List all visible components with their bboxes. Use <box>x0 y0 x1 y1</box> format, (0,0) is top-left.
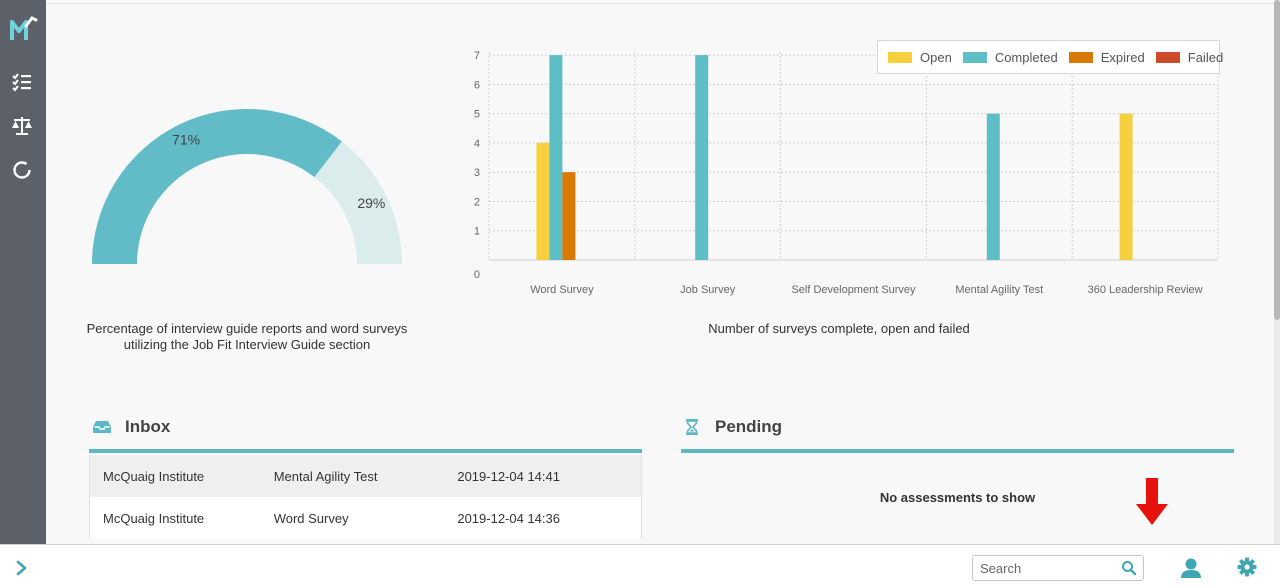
scrollbar[interactable] <box>1274 0 1280 544</box>
top-divider <box>46 3 1274 4</box>
y-tick-label: 1 <box>474 226 480 238</box>
scrollbar-thumb[interactable] <box>1274 0 1280 320</box>
y-tick-label: 7 <box>474 50 480 62</box>
x-tick-label: Self Development Survey <box>791 284 916 296</box>
gauge-caption: Percentage of interview guide reports an… <box>80 321 414 353</box>
inbox-date: 2019-12-04 14:36 <box>457 510 560 526</box>
user-icon[interactable] <box>1180 557 1202 579</box>
inbox-header: Inbox <box>91 417 170 437</box>
pending-header: Pending <box>681 417 782 437</box>
circle-icon[interactable] <box>10 158 34 182</box>
hourglass-icon <box>681 418 703 436</box>
gauge-caption-line1: Percentage of interview guide reports an… <box>86 321 408 336</box>
chart-caption: Number of surveys complete, open and fai… <box>708 321 970 336</box>
legend-label: Open <box>920 49 952 65</box>
checklist-icon[interactable] <box>10 70 34 94</box>
bar-completed[interactable] <box>695 55 709 261</box>
inbox-icon <box>91 418 113 436</box>
legend-item-expired[interactable]: Expired <box>1068 49 1145 65</box>
x-tick-label: 360 Leadership Review <box>1088 284 1203 296</box>
table-row[interactable]: McQuaig Institute Mental Agility Test 20… <box>90 455 641 497</box>
gauge-chart: 71% 29% <box>92 109 402 264</box>
sidebar <box>0 0 46 544</box>
legend-swatch <box>1155 51 1180 63</box>
survey-bar-chart: 0 1 2 3 4 5 6 7 Word Survey Job Survey Self Develo… <box>474 50 1219 296</box>
gear-icon[interactable] <box>1237 557 1257 577</box>
y-tick-label: 5 <box>474 109 480 121</box>
pending-title: Pending <box>715 417 783 436</box>
bar-open[interactable] <box>536 142 550 260</box>
bottom-toolbar <box>0 544 1280 588</box>
search-input[interactable] <box>973 556 1113 580</box>
chart-legend: Open Completed Expired Failed <box>877 40 1224 74</box>
scales-icon[interactable] <box>10 114 34 138</box>
legend-item-completed[interactable]: Completed <box>962 49 1058 65</box>
y-tick-label: 0 <box>474 269 480 281</box>
bar-completed[interactable] <box>986 113 1000 261</box>
inbox-sender: McQuaig Institute <box>103 510 205 526</box>
search-box <box>972 555 1144 581</box>
table-row[interactable]: McQuaig Institute Word Survey 2019-12-04… <box>90 497 641 539</box>
inbox-table: McQuaig Institute Mental Agility Test 20… <box>89 455 642 539</box>
legend-swatch <box>962 51 987 63</box>
y-tick-label: 4 <box>474 138 480 150</box>
pending-empty-message: No assessments to show <box>879 490 1036 505</box>
y-tick-label: 3 <box>474 167 480 179</box>
legend-item-failed[interactable]: Failed <box>1155 49 1224 65</box>
down-arrow-icon <box>1136 478 1168 525</box>
pending-rule <box>681 449 1234 453</box>
dashboard-main <box>46 0 1274 544</box>
gauge-segment-remaining <box>314 141 402 264</box>
legend-swatch <box>888 51 912 63</box>
x-tick-label: Mental Agility Test <box>955 284 1043 296</box>
bar-open[interactable] <box>1119 113 1133 261</box>
gauge-segment-job-fit <box>92 109 343 264</box>
legend-swatch <box>1068 51 1093 63</box>
inbox-rule <box>89 449 642 453</box>
gauge-caption-line2: utilizing the Job Fit Interview Guide se… <box>123 337 371 352</box>
bar-expired[interactable] <box>562 172 576 260</box>
inbox-sender: McQuaig Institute <box>103 468 205 484</box>
legend-item-open[interactable]: Open <box>888 50 952 65</box>
inbox-title: Inbox <box>125 417 171 436</box>
mcquaig-logo[interactable] <box>10 14 38 46</box>
x-tick-label: Word Survey <box>530 284 594 296</box>
search-icon[interactable] <box>1121 560 1137 576</box>
legend-label: Expired <box>1100 49 1145 65</box>
inbox-date: 2019-12-04 14:41 <box>457 468 560 484</box>
gauge-label-job-fit: 71% <box>172 132 200 148</box>
gauge-label-remaining: 29% <box>357 195 385 211</box>
x-tick-label: Job Survey <box>680 284 736 296</box>
bar-completed[interactable] <box>549 55 563 261</box>
y-tick-label: 2 <box>474 196 480 208</box>
legend-label: Failed <box>1187 49 1224 65</box>
chevron-right-icon[interactable] <box>14 559 30 577</box>
y-tick-label: 6 <box>474 79 480 91</box>
inbox-assessment: Mental Agility Test <box>273 468 378 484</box>
legend-label: Completed <box>994 49 1058 65</box>
inbox-assessment: Word Survey <box>273 510 349 526</box>
